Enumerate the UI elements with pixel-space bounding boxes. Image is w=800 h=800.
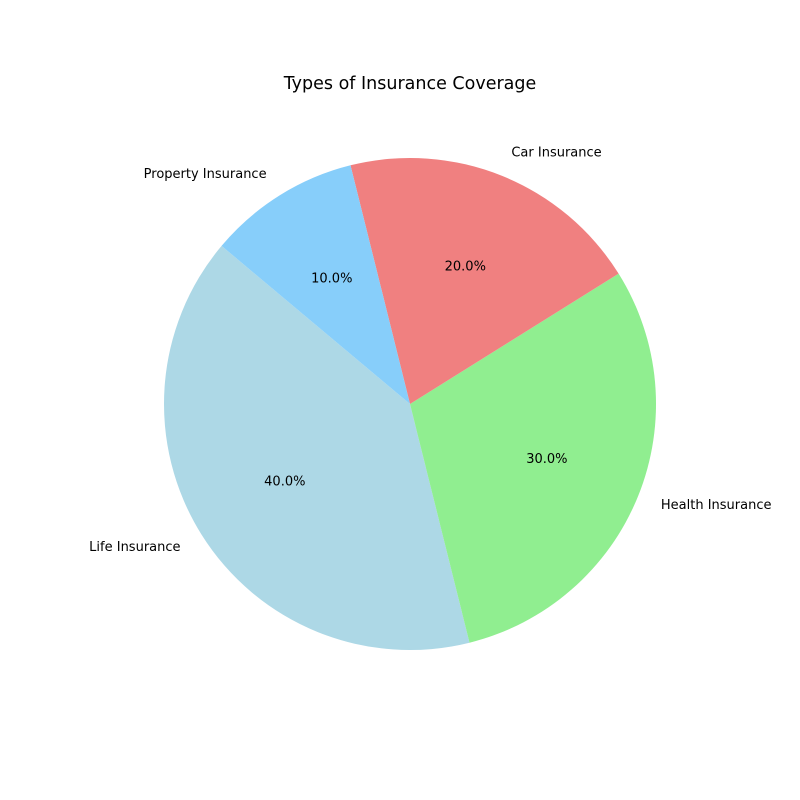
pie-slices [164, 158, 656, 650]
chart-title: Types of Insurance Coverage [283, 74, 537, 94]
pie-percent-label: 40.0% [264, 475, 305, 490]
pie-percent-label: 20.0% [445, 260, 486, 275]
pie-category-label: Car Insurance [511, 146, 601, 161]
pie-category-label: Health Insurance [661, 498, 772, 513]
pie-labels: 40.0% Life Insurance 30.0% Health Insurance… [89, 146, 771, 555]
pie-category-label: Property Insurance [144, 167, 267, 182]
pie-percent-label: 10.0% [311, 271, 352, 286]
pie-slice-property-insurance [221, 165, 410, 404]
pie-slice-health-insurance [410, 273, 656, 643]
pie-percent-label: 30.0% [526, 452, 567, 467]
pie-slice-life-insurance [164, 245, 470, 650]
pie-slice-car-insurance [350, 158, 619, 404]
pie-category-label: Life Insurance [89, 540, 180, 555]
